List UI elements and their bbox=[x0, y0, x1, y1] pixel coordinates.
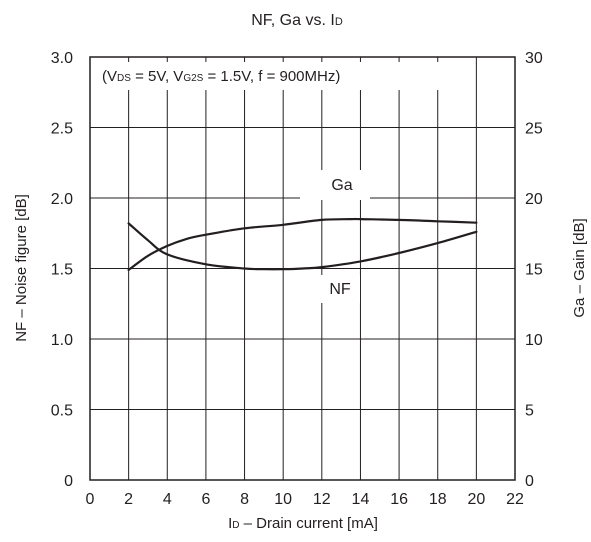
x-tick-label: 6 bbox=[201, 491, 210, 508]
x-tick-label: 18 bbox=[429, 491, 447, 508]
y-tick-label-right: 30 bbox=[525, 50, 543, 67]
conditions-background bbox=[90, 62, 440, 90]
x-tick-label: 20 bbox=[467, 491, 485, 508]
x-tick-label: 12 bbox=[313, 491, 331, 508]
x-tick-label: 4 bbox=[163, 491, 172, 508]
x-axis-label: ID – Drain current [mA] bbox=[228, 515, 378, 532]
x-tick-label: 0 bbox=[86, 491, 95, 508]
x-tick-label: 10 bbox=[274, 491, 292, 508]
y-tick-label-left: 2.5 bbox=[51, 121, 73, 138]
y-tick-label-left: 1.5 bbox=[51, 262, 73, 279]
x-tick-label: 22 bbox=[506, 491, 524, 508]
y-tick-label-right: 0 bbox=[525, 473, 534, 490]
ga-label-background bbox=[300, 170, 370, 200]
nf-curve-label: NF bbox=[329, 281, 351, 298]
y-tick-label-right: 5 bbox=[525, 403, 534, 420]
y-axis-label-left: NF – Noise figure [dB] bbox=[13, 194, 30, 342]
y-tick-label-left: 2.0 bbox=[51, 191, 73, 208]
y-tick-label-left: 0.5 bbox=[51, 403, 73, 420]
plot-frame bbox=[89, 56, 516, 481]
ga-curve-label: Ga bbox=[331, 177, 352, 194]
x-tick-label: 8 bbox=[240, 491, 249, 508]
nf-label-background bbox=[320, 275, 360, 303]
x-tick-label: 16 bbox=[390, 491, 408, 508]
y-tick-label-left: 0 bbox=[64, 473, 73, 490]
curves bbox=[127, 217, 478, 271]
tick-labels: 0 2 4 6 8 10 12 14 16 18 20 2200.51.01.52.02.53.005… bbox=[51, 50, 543, 508]
y-tick-label-right: 15 bbox=[525, 262, 543, 279]
series-line-ga bbox=[127, 217, 478, 271]
y-axis-label-right: Ga – Gain [dB] bbox=[571, 218, 588, 317]
x-tick-label: 2 bbox=[124, 491, 133, 508]
y-tick-label-left: 1.0 bbox=[51, 332, 73, 349]
y-tick-label-left: 3.0 bbox=[51, 50, 73, 67]
x-tick-label: 14 bbox=[352, 491, 370, 508]
y-tick-label-right: 20 bbox=[525, 191, 543, 208]
y-tick-label-right: 10 bbox=[525, 332, 543, 349]
y-tick-label-right: 25 bbox=[525, 121, 543, 138]
chart-title: NF, Ga vs. ID bbox=[251, 12, 343, 29]
conditions-text: (VDS = 5V, VG2S = 1.5V, f = 900MHz) bbox=[102, 68, 340, 85]
series-line-nf bbox=[127, 222, 478, 271]
